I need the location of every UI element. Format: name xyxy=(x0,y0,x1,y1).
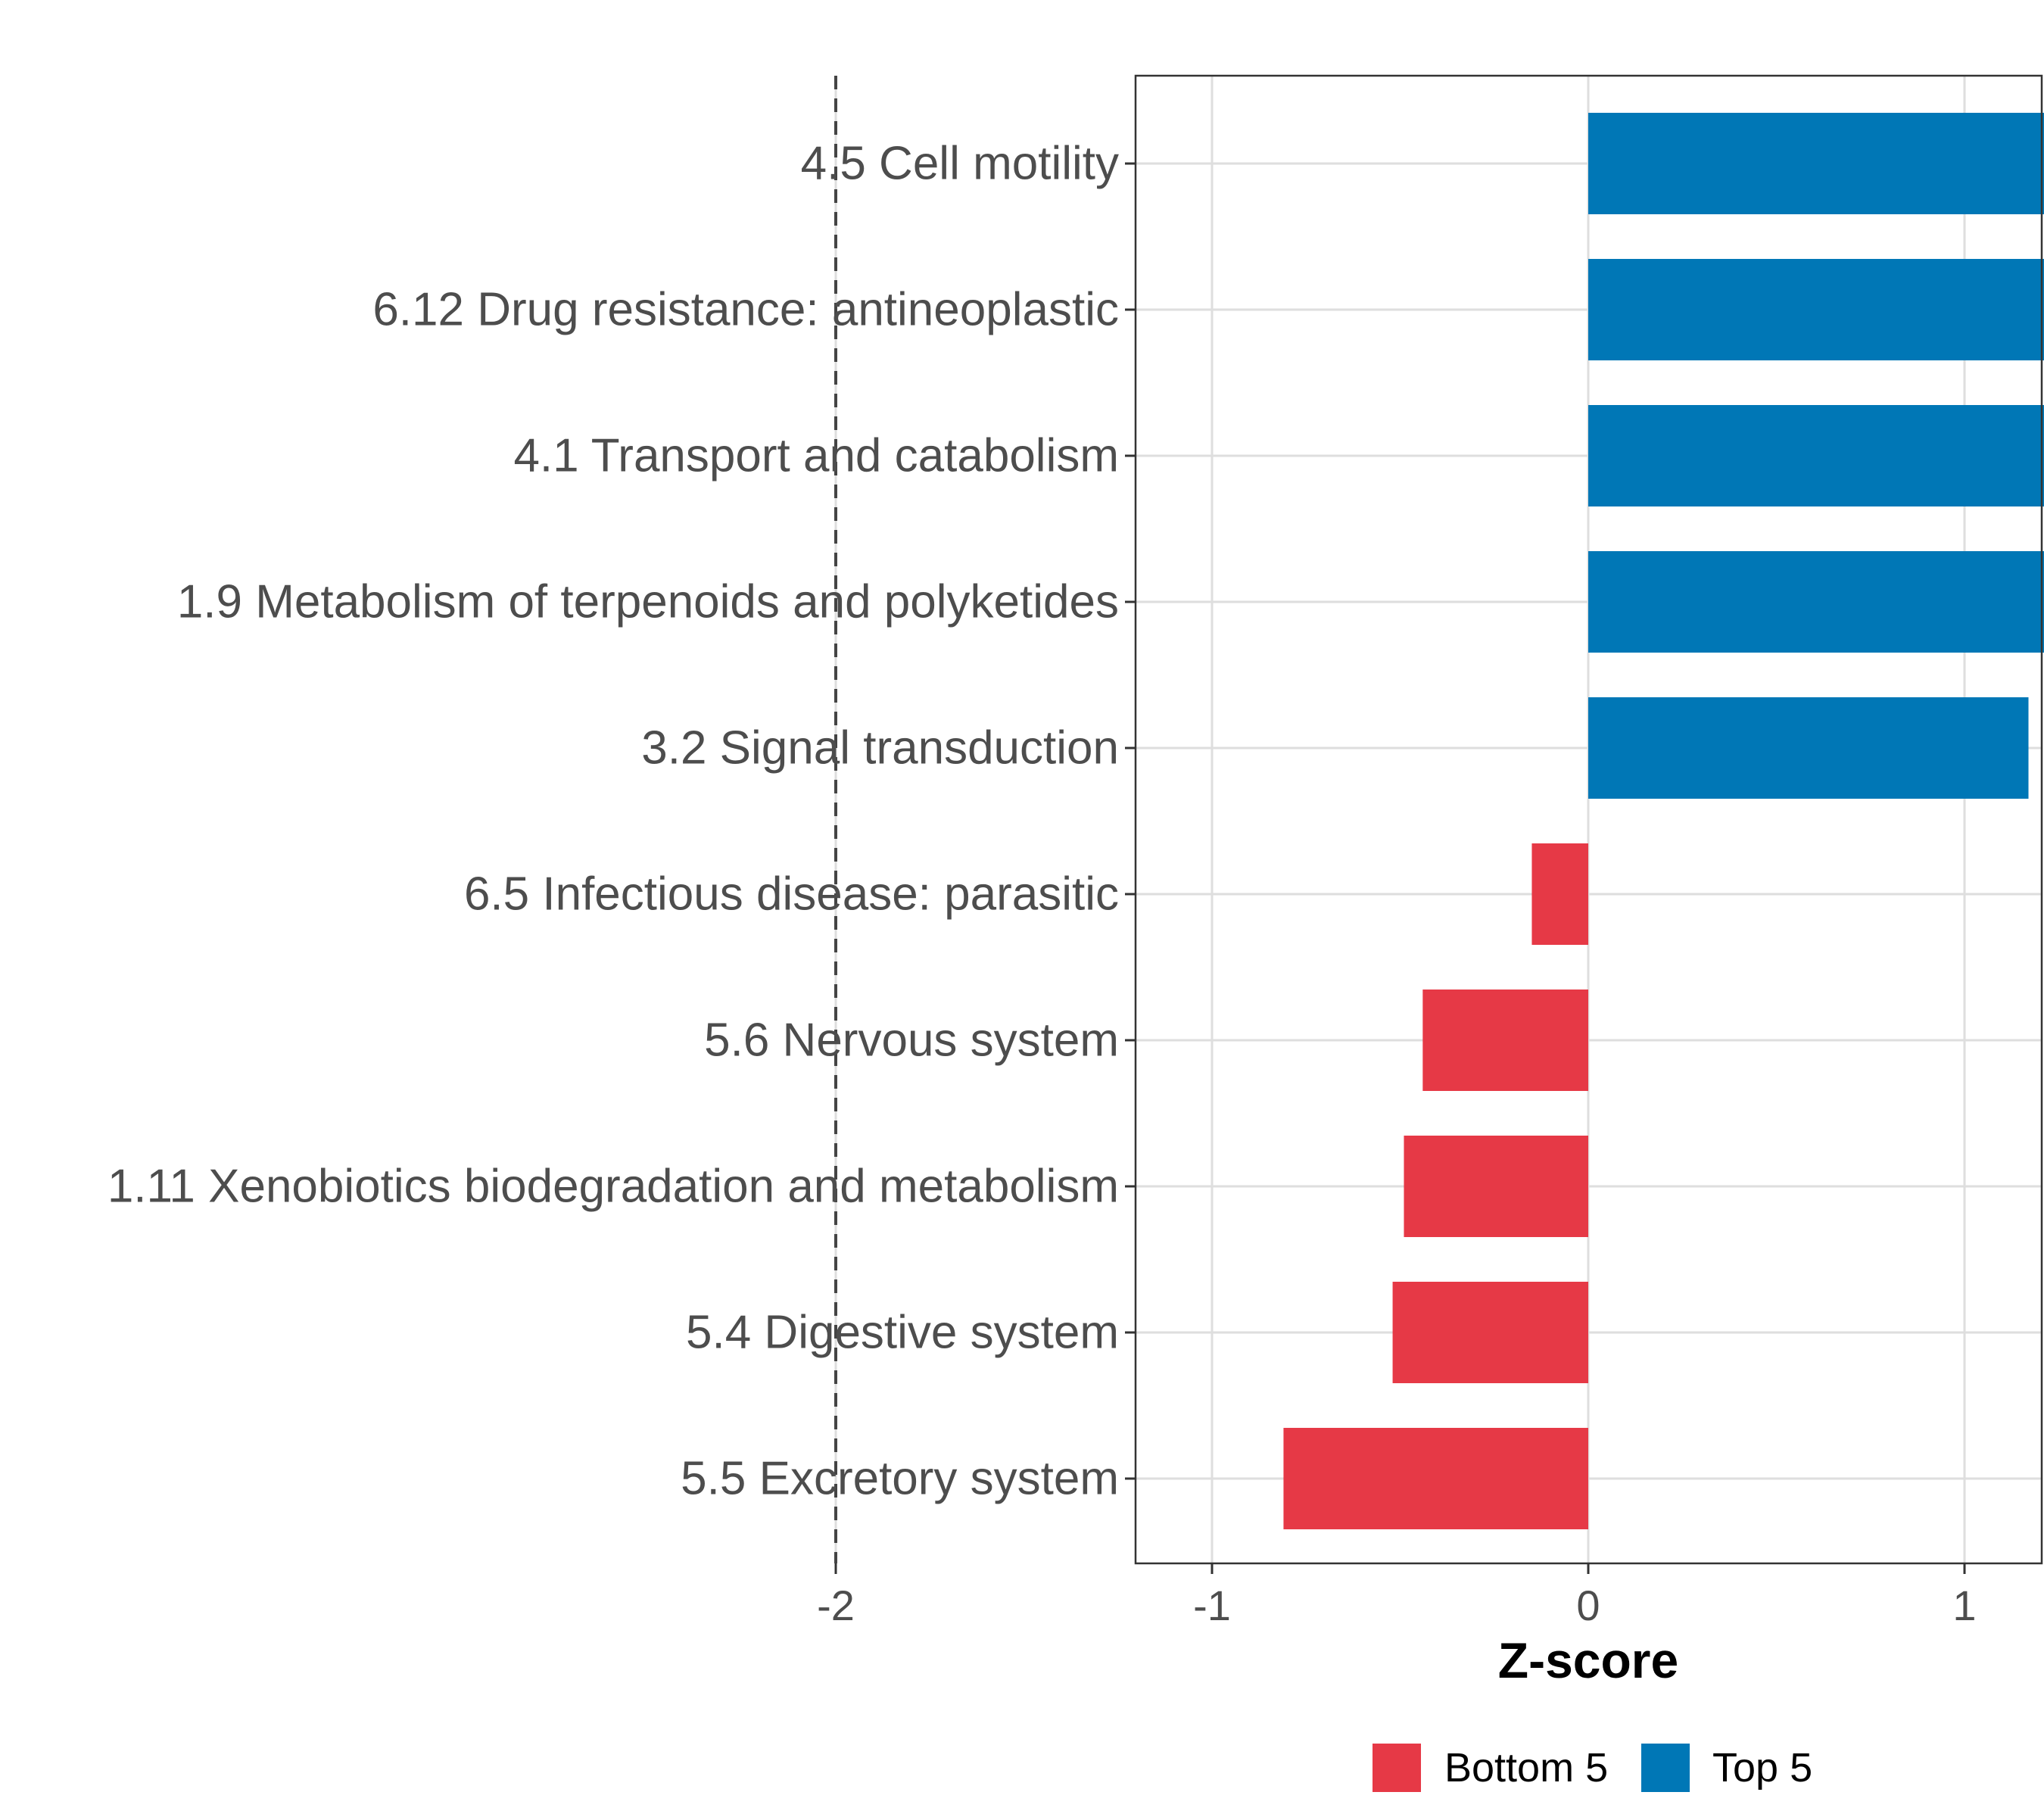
category-label: 4.1 Transport and catabolism xyxy=(513,430,1119,482)
bar xyxy=(1588,259,2044,360)
bar xyxy=(1422,990,1588,1091)
bar xyxy=(1588,551,2044,653)
category-label: 3.2 Signal transduction xyxy=(641,722,1119,774)
x-tick-label: 0 xyxy=(1576,1582,1600,1629)
category-label: 5.6 Nervous system xyxy=(704,1014,1119,1067)
x-tick-label: 1 xyxy=(1952,1582,1976,1629)
bar xyxy=(1588,405,2044,506)
y-axis: 4.5 Cell motility 6.12 Drug resistance: a… xyxy=(107,138,1136,1505)
category-label: 5.4 Digestive system xyxy=(686,1307,1119,1359)
bar xyxy=(1404,1136,1588,1237)
x-tick-label: -1 xyxy=(1193,1582,1231,1629)
bar xyxy=(1393,1282,1588,1383)
x-tick-label: -2 xyxy=(817,1582,855,1629)
category-label: 6.5 Infectious disease: parasitic xyxy=(464,868,1119,921)
legend-key xyxy=(1641,1744,1690,1792)
x-axis-title: Z-score xyxy=(1498,1632,1678,1688)
bar xyxy=(1588,113,2044,214)
legend-label: Bottom 5 xyxy=(1444,1745,1608,1791)
category-label: 1.11 Xenobiotics biodegradation and meta… xyxy=(107,1161,1119,1213)
legend: Bottom 5 Top 5 xyxy=(1373,1744,1812,1792)
category-label: 1.9 Metabolism of terpenoids and polyket… xyxy=(177,576,1119,628)
bar xyxy=(1283,1428,1588,1529)
x-axis: -2-1012 xyxy=(817,1563,2044,1629)
bar xyxy=(1531,843,1588,945)
category-label: 4.5 Cell motility xyxy=(801,138,1119,190)
z-score-bar-chart: 4.5 Cell motility 6.12 Drug resistance: a… xyxy=(0,0,2044,1817)
legend-key xyxy=(1373,1744,1421,1792)
category-label: 6.12 Drug resistance: antineoplastic xyxy=(372,284,1119,336)
legend-label: Top 5 xyxy=(1712,1745,1812,1791)
bar xyxy=(1588,697,2028,799)
category-label: 5.5 Excretory system xyxy=(681,1453,1119,1505)
